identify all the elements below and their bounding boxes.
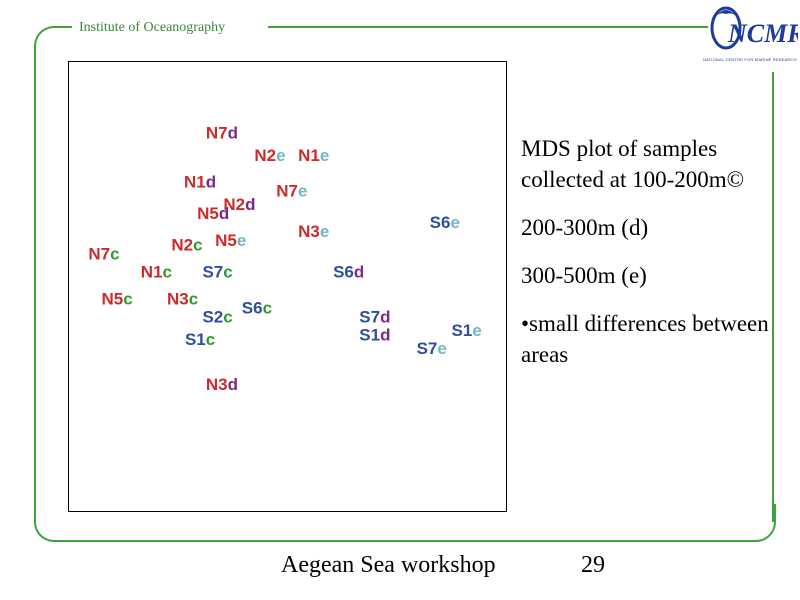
point-label-11: N7c bbox=[88, 245, 119, 264]
point-label-5: N5d bbox=[197, 204, 229, 223]
point-label-station-2: N1 bbox=[298, 146, 320, 165]
point-label-depth-13: c bbox=[223, 263, 232, 282]
point-label-19: S7d bbox=[359, 307, 390, 326]
point-label-18: S2c bbox=[202, 307, 232, 326]
point-label-depth-14: d bbox=[354, 263, 364, 282]
point-label-depth-5: d bbox=[219, 204, 229, 223]
point-label-station-17: S6 bbox=[242, 298, 263, 317]
point-label-16: N3c bbox=[167, 289, 198, 308]
logo-figure bbox=[710, 6, 742, 50]
point-label-station-18: S2 bbox=[202, 307, 223, 326]
point-label-depth-17: c bbox=[263, 298, 272, 317]
frame-corner-bottom-left bbox=[34, 504, 72, 542]
point-label-station-23: S1 bbox=[185, 330, 206, 349]
point-label-12: N1c bbox=[141, 263, 172, 282]
point-label-station-11: N7 bbox=[88, 245, 110, 264]
point-label-station-3: N1 bbox=[184, 173, 206, 192]
point-label-station-8: S6 bbox=[430, 213, 451, 232]
point-label-2: N1e bbox=[298, 146, 329, 165]
point-label-depth-16: c bbox=[189, 289, 198, 308]
point-label-depth-12: c bbox=[163, 263, 172, 282]
point-label-station-6: N2 bbox=[223, 195, 245, 214]
point-label-depth-21: e bbox=[472, 321, 481, 340]
point-label-3: N1d bbox=[184, 173, 216, 192]
point-label-23: S1c bbox=[185, 330, 215, 349]
page-number: 29 bbox=[581, 552, 605, 578]
logo-hair bbox=[716, 10, 736, 16]
point-label-station-9: N2 bbox=[171, 236, 193, 255]
point-label-8: S6e bbox=[430, 213, 460, 232]
point-label-depth-7: e bbox=[320, 222, 329, 241]
point-label-depth-10: e bbox=[237, 231, 246, 250]
info-line-1: MDS plot of samples collected at 100-200… bbox=[521, 136, 745, 192]
point-label-14: S6d bbox=[333, 263, 364, 282]
point-label-station-10: N5 bbox=[215, 231, 237, 250]
logo-subtitle: NATIONAL CENTRE FOR MARINE RESEARCH bbox=[703, 57, 797, 62]
point-label-1: N2e bbox=[254, 146, 285, 165]
frame-right bbox=[772, 72, 774, 522]
point-label-depth-24: d bbox=[228, 375, 238, 394]
point-label-depth-19: d bbox=[380, 307, 390, 326]
info-panel: MDS plot of samples collected at 100-200… bbox=[521, 133, 771, 387]
point-label-depth-15: c bbox=[123, 289, 132, 308]
info-line-4: •small differences between areas bbox=[521, 311, 769, 367]
point-label-depth-2: e bbox=[320, 146, 329, 165]
frame-left bbox=[34, 60, 36, 518]
point-label-station-22: S7 bbox=[417, 339, 438, 358]
point-label-depth-6: d bbox=[245, 195, 255, 214]
info-line-3: 300-500m (e) bbox=[521, 263, 647, 288]
footer-title: Aegean Sea workshop bbox=[281, 552, 496, 578]
frame-bottom bbox=[68, 540, 744, 542]
point-label-depth-18: c bbox=[223, 307, 232, 326]
point-label-22: S7e bbox=[417, 339, 447, 358]
point-label-7: N3e bbox=[298, 222, 329, 241]
point-label-15: N5c bbox=[101, 289, 132, 308]
point-label-depth-9: c bbox=[193, 236, 202, 255]
point-label-station-12: N1 bbox=[141, 263, 163, 282]
point-label-0: N7d bbox=[206, 123, 238, 142]
point-label-depth-8: e bbox=[450, 213, 459, 232]
info-line-2: 200-300m (d) bbox=[521, 215, 649, 240]
point-label-depth-20: d bbox=[380, 325, 390, 344]
point-label-station-7: N3 bbox=[298, 222, 320, 241]
point-label-10: N5e bbox=[215, 231, 246, 250]
point-label-station-0: N7 bbox=[206, 123, 228, 142]
point-label-station-19: S7 bbox=[359, 307, 380, 326]
frame-corner-bottom-right bbox=[738, 504, 776, 542]
point-label-13: S7c bbox=[202, 263, 232, 282]
point-label-24: N3d bbox=[206, 375, 238, 394]
point-label-depth-0: d bbox=[228, 123, 238, 142]
frame-corner-top-left bbox=[34, 26, 72, 64]
point-label-depth-3: d bbox=[206, 173, 216, 192]
point-label-20: S1d bbox=[359, 325, 390, 344]
point-label-depth-11: c bbox=[110, 245, 119, 264]
point-label-station-4: N7 bbox=[276, 182, 298, 201]
point-label-4: N7e bbox=[276, 182, 307, 201]
point-label-station-14: S6 bbox=[333, 263, 354, 282]
logo-wordmark: NCMR bbox=[727, 19, 798, 48]
point-label-station-15: N5 bbox=[101, 289, 123, 308]
ncmr-logo: NCMR bbox=[710, 6, 798, 50]
frame-top bbox=[268, 26, 708, 28]
point-label-station-5: N5 bbox=[197, 204, 219, 223]
point-label-station-21: S1 bbox=[452, 321, 473, 340]
point-label-depth-4: e bbox=[298, 182, 307, 201]
mds-plot-frame: N7d N2e N1e N1d N7e N5d N2d N3e S6e N2c N5e N7c N1c S… bbox=[68, 61, 507, 512]
point-label-17: S6c bbox=[242, 298, 272, 317]
point-label-6: N2d bbox=[223, 195, 255, 214]
point-label-depth-1: e bbox=[276, 146, 285, 165]
point-label-station-20: S1 bbox=[359, 325, 380, 344]
point-label-station-24: N3 bbox=[206, 375, 228, 394]
point-label-station-1: N2 bbox=[254, 146, 276, 165]
institute-label: Institute of Oceanography bbox=[75, 20, 230, 36]
point-label-station-16: N3 bbox=[167, 289, 189, 308]
point-label-depth-22: e bbox=[437, 339, 446, 358]
point-label-station-13: S7 bbox=[202, 263, 223, 282]
point-label-depth-23: c bbox=[206, 330, 215, 349]
point-label-21: S1e bbox=[452, 321, 482, 340]
point-label-9: N2c bbox=[171, 236, 202, 255]
